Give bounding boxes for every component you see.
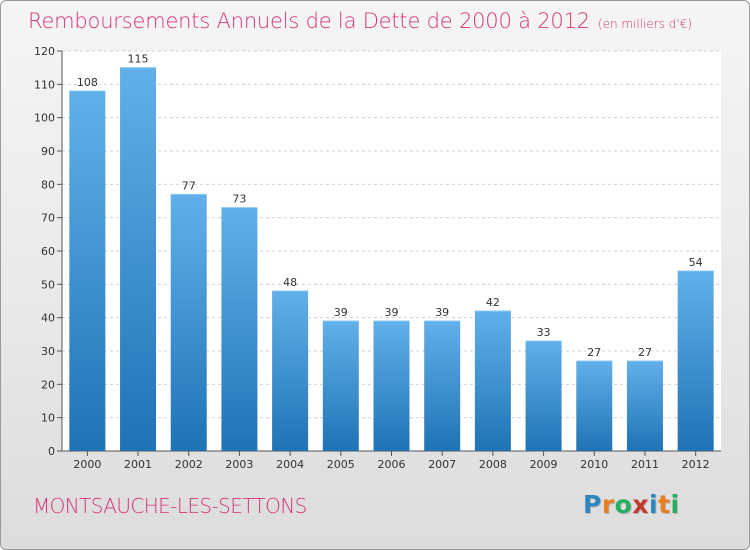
bar-2007 xyxy=(424,321,461,451)
data-label-2011: 27 xyxy=(638,346,652,359)
y-tick-label: 10 xyxy=(41,412,55,425)
bar-2009 xyxy=(525,341,562,451)
y-tick-label: 70 xyxy=(41,212,55,225)
bar-2006 xyxy=(373,321,410,451)
y-tick-label: 90 xyxy=(41,145,55,158)
x-tick-label-2010: 2010 xyxy=(580,458,608,471)
x-tick-label-2002: 2002 xyxy=(175,458,203,471)
chart-unit-note: (en milliers d'€) xyxy=(597,17,693,31)
logo-letter: x xyxy=(632,490,649,519)
logo-letter: t xyxy=(658,490,671,519)
logo-letter: o xyxy=(614,490,633,519)
bar-2002 xyxy=(170,194,207,452)
bar-2000 xyxy=(69,91,106,451)
chart-title-text: Remboursements Annuels de la Dette de 20… xyxy=(28,9,590,33)
y-tick-label: 120 xyxy=(34,45,55,58)
bar-2012 xyxy=(677,271,714,451)
bar-2010 xyxy=(576,361,613,451)
y-tick-label: 110 xyxy=(34,78,55,91)
x-tick-label-2007: 2007 xyxy=(428,458,456,471)
logo-letter: r xyxy=(601,490,615,519)
y-tick-label: 40 xyxy=(41,312,55,325)
data-label-2010: 27 xyxy=(587,346,601,359)
x-tick-label-2006: 2006 xyxy=(378,458,406,471)
y-tick-label: 0 xyxy=(48,445,55,458)
data-label-2009: 33 xyxy=(537,326,551,339)
x-tick-label-2004: 2004 xyxy=(276,458,304,471)
bar-2001 xyxy=(120,67,157,452)
x-tick-label-2009: 2009 xyxy=(530,458,558,471)
data-label-2003: 73 xyxy=(232,193,246,206)
x-tick-label-2008: 2008 xyxy=(479,458,507,471)
data-label-2000: 108 xyxy=(77,76,98,89)
data-label-2007: 39 xyxy=(435,306,449,319)
data-label-2006: 39 xyxy=(385,306,399,319)
y-tick-label: 20 xyxy=(41,378,55,391)
x-tick-label-2012: 2012 xyxy=(682,458,710,471)
chart-title: Remboursements Annuels de la Dette de 20… xyxy=(28,9,692,33)
y-tick-label: 30 xyxy=(41,345,55,358)
logo-letter: i xyxy=(649,490,659,519)
bar-2004 xyxy=(272,291,309,451)
x-tick-label-2003: 2003 xyxy=(225,458,253,471)
logo-letter: i xyxy=(670,490,680,519)
x-tick-label-2000: 2000 xyxy=(73,458,101,471)
bar-2005 xyxy=(322,321,359,451)
bar-2011 xyxy=(626,361,663,451)
y-tick-label: 100 xyxy=(34,112,55,125)
x-tick-label-2011: 2011 xyxy=(631,458,659,471)
data-label-2002: 77 xyxy=(182,179,196,192)
bar-2008 xyxy=(474,311,511,451)
bar-2003 xyxy=(221,207,258,451)
data-label-2005: 39 xyxy=(334,306,348,319)
data-label-2001: 115 xyxy=(128,53,149,66)
y-tick-label: 80 xyxy=(41,178,55,191)
x-tick-label-2005: 2005 xyxy=(327,458,355,471)
y-tick-label: 50 xyxy=(41,278,55,291)
x-tick-label-2001: 2001 xyxy=(124,458,152,471)
y-tick-label: 60 xyxy=(41,245,55,258)
data-label-2008: 42 xyxy=(486,296,500,309)
proxiti-logo: Proxiti xyxy=(583,490,680,519)
data-label-2012: 54 xyxy=(689,256,703,269)
logo-letter: P xyxy=(583,490,602,519)
commune-name: MONTSAUCHE-LES-SETTONS xyxy=(33,494,307,518)
data-label-2004: 48 xyxy=(283,276,297,289)
